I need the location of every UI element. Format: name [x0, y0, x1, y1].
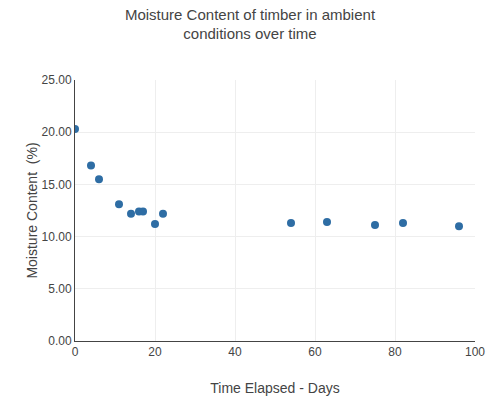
svg-text:80: 80: [388, 345, 402, 359]
svg-text:100: 100: [465, 345, 485, 359]
svg-text:Moisture Content (%): Moisture Content (%): [24, 142, 40, 278]
svg-text:5.00: 5.00: [48, 282, 72, 296]
svg-text:Moisture Content of timber in: Moisture Content of timber in ambientcon…: [125, 6, 376, 43]
svg-text:Time Elapsed - Days: Time Elapsed - Days: [210, 380, 339, 396]
svg-text:0: 0: [72, 345, 79, 359]
svg-text:20.00: 20.00: [42, 125, 72, 139]
svg-text:10.00: 10.00: [42, 230, 72, 244]
svg-text:40: 40: [228, 345, 242, 359]
svg-text:60: 60: [308, 345, 322, 359]
svg-text:15.00: 15.00: [42, 178, 72, 192]
svg-text:0.00: 0.00: [48, 334, 72, 348]
svg-text:25.00: 25.00: [42, 73, 72, 87]
svg-text:20: 20: [148, 345, 162, 359]
